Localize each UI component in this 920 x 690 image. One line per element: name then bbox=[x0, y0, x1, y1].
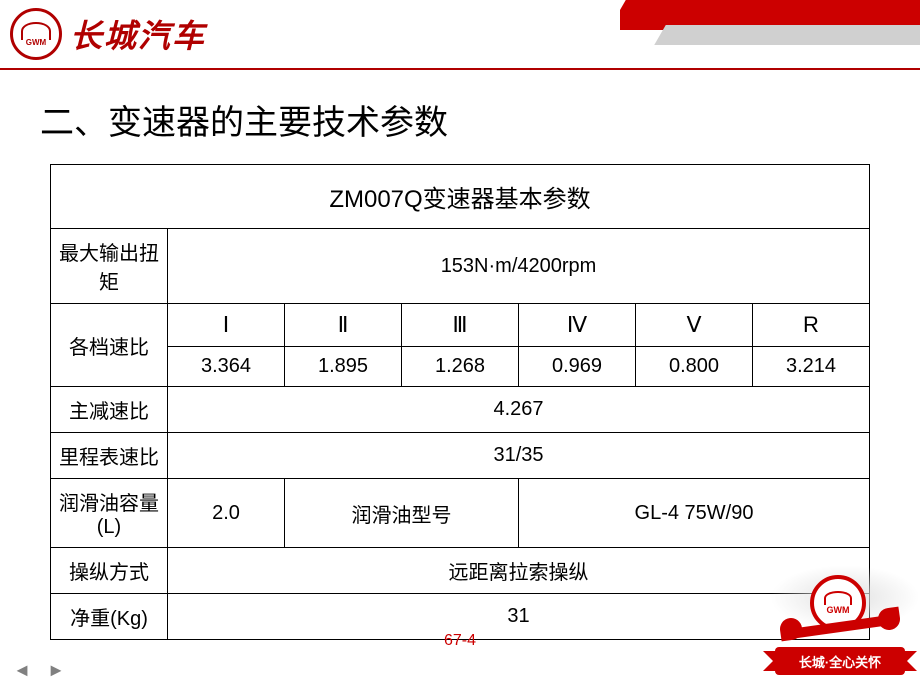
spec-table-container: ZM007Q变速器基本参数 最大输出扭矩 153N·m/4200rpm 各档速比… bbox=[50, 164, 870, 640]
row-label-oil-capacity: 润滑油容量(L) bbox=[51, 479, 168, 548]
brand-logo-area: GWM 长城汽车 bbox=[10, 8, 206, 60]
row-label-control: 操纵方式 bbox=[51, 548, 168, 594]
gear-value-3: 1.268 bbox=[402, 347, 519, 387]
gear-value-4: 0.969 bbox=[519, 347, 636, 387]
gwm-logo-icon: GWM bbox=[10, 8, 62, 60]
gear-header-3: Ⅲ bbox=[402, 304, 519, 347]
gear-header-r: R bbox=[753, 304, 870, 347]
brand-name: 长城汽车 bbox=[70, 11, 206, 57]
prev-slide-button[interactable]: ◄ bbox=[10, 658, 34, 682]
cell-main-reduction: 4.267 bbox=[168, 387, 870, 433]
cell-oil-type-label: 润滑油型号 bbox=[285, 479, 519, 548]
cell-max-torque: 153N·m/4200rpm bbox=[168, 229, 870, 304]
header-bar: GWM 长城汽车 bbox=[0, 0, 920, 70]
row-label-odometer: 里程表速比 bbox=[51, 433, 168, 479]
table-title: ZM007Q变速器基本参数 bbox=[51, 165, 870, 229]
gear-header-2: Ⅱ bbox=[285, 304, 402, 347]
row-label-gear-ratio: 各档速比 bbox=[51, 304, 168, 387]
gear-value-1: 3.364 bbox=[168, 347, 285, 387]
gear-value-r: 3.214 bbox=[753, 347, 870, 387]
service-badge: GWM 长城·全心关怀 bbox=[770, 570, 910, 680]
wrench-icon bbox=[780, 612, 900, 642]
cell-control: 远距离拉索操纵 bbox=[168, 548, 870, 594]
gear-header-4: Ⅳ bbox=[519, 304, 636, 347]
row-label-main-reduction: 主减速比 bbox=[51, 387, 168, 433]
badge-ribbon-text: 长城·全心关怀 bbox=[775, 647, 905, 675]
gear-header-5: Ⅴ bbox=[636, 304, 753, 347]
next-slide-button[interactable]: ► bbox=[44, 658, 68, 682]
cell-odometer: 31/35 bbox=[168, 433, 870, 479]
cell-oil-capacity: 2.0 bbox=[168, 479, 285, 548]
gear-value-2: 1.895 bbox=[285, 347, 402, 387]
gear-header-1: Ⅰ bbox=[168, 304, 285, 347]
header-ribbon bbox=[620, 0, 920, 50]
gear-value-5: 0.800 bbox=[636, 347, 753, 387]
spec-table: ZM007Q变速器基本参数 最大输出扭矩 153N·m/4200rpm 各档速比… bbox=[50, 164, 870, 640]
cell-oil-type-value: GL-4 75W/90 bbox=[519, 479, 870, 548]
nav-arrows: ◄ ► bbox=[10, 658, 68, 682]
logo-subtext: GWM bbox=[26, 38, 46, 47]
row-label-max-torque: 最大输出扭矩 bbox=[51, 229, 168, 304]
slide-title: 二、变速器的主要技术参数 bbox=[40, 95, 920, 144]
